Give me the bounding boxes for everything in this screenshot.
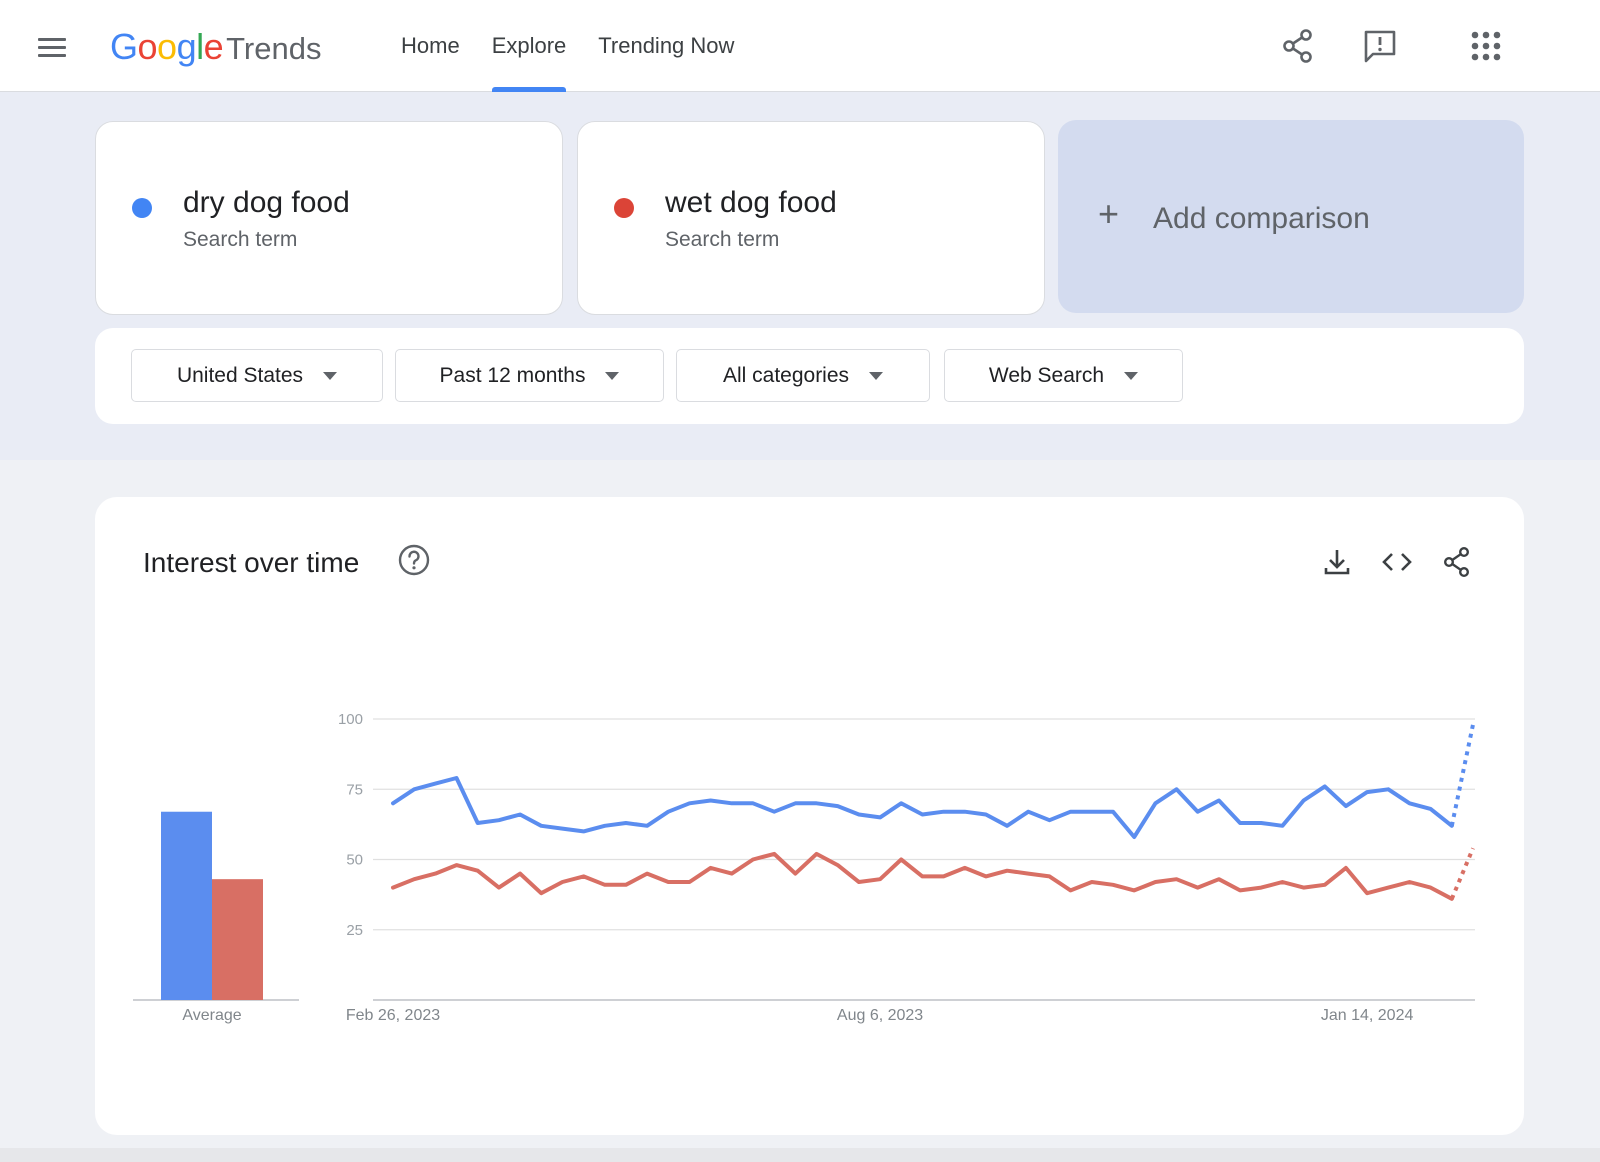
category-filter[interactable]: All categories	[676, 349, 930, 402]
top-app-bar: Google Trends Home Explore Trending Now	[0, 0, 1600, 92]
interest-over-time-card: Interest over time 25 50 75 100 Feb 26, 2023…	[95, 497, 1524, 1135]
y-tick-label: 25	[346, 922, 363, 939]
average-label: Average	[182, 1007, 241, 1024]
filter-label: All categories	[722, 363, 850, 387]
term-color-dot	[132, 198, 152, 218]
search-term-type: Search term	[665, 228, 780, 251]
caret-down-icon	[605, 371, 620, 380]
x-tick-label: Jan 14, 2024	[1321, 1007, 1414, 1024]
plus-icon: +	[1098, 193, 1120, 234]
filter-label: United States	[176, 363, 304, 387]
filter-label: Web Search	[988, 363, 1105, 387]
feedback-icon[interactable]	[1360, 26, 1400, 66]
caret-down-icon	[323, 371, 338, 380]
series-partial-segment	[1449, 724, 1475, 827]
nav-trending-now[interactable]: Trending Now	[598, 33, 735, 58]
search-term-card-1[interactable]: dry dog food Search term	[95, 121, 563, 315]
caret-down-icon	[869, 371, 884, 380]
search-term-name[interactable]: wet dog food	[665, 186, 837, 219]
series-partial-segment	[1449, 847, 1475, 900]
help-icon[interactable]	[397, 543, 431, 577]
average-bar	[161, 811, 212, 1000]
nav-explore[interactable]: Explore	[476, 0, 583, 92]
search-term-card-2[interactable]: wet dog food Search term	[577, 121, 1045, 315]
menu-icon[interactable]	[34, 32, 70, 62]
download-icon[interactable]	[1320, 545, 1354, 579]
search-term-type: Search term	[183, 228, 298, 251]
page-footer-strip	[0, 1148, 1600, 1162]
series-line	[391, 851, 1454, 901]
add-comparison-button[interactable]: + Add comparison	[1058, 120, 1524, 313]
main-nav: Home Explore Trending Now	[385, 0, 750, 92]
x-tick-label: Feb 26, 2023	[346, 1007, 440, 1024]
y-tick-label: 50	[346, 852, 363, 869]
search-term-name[interactable]: dry dog food	[183, 186, 350, 219]
filter-label: Past 12 months	[439, 363, 586, 387]
share-icon[interactable]	[1278, 26, 1318, 66]
caret-down-icon	[1124, 371, 1139, 380]
logo-google: Google	[110, 26, 224, 67]
time-range-filter[interactable]: Past 12 months	[395, 349, 664, 402]
interest-chart: 25 50 75 100 Feb 26, 2023 Aug 6, 2023 Jan 14, …	[133, 711, 1475, 1024]
x-tick-label: Aug 6, 2023	[837, 1007, 923, 1024]
average-bar	[212, 879, 263, 1000]
nav-home[interactable]: Home	[401, 33, 460, 58]
add-comparison-label: Add comparison	[1153, 202, 1370, 235]
region-filter[interactable]: United States	[131, 349, 383, 402]
series-line	[391, 776, 1454, 839]
logo-trends: Trends	[226, 31, 322, 66]
google-trends-logo[interactable]: Google Trends	[110, 26, 321, 70]
apps-icon[interactable]	[1466, 26, 1506, 66]
share-icon[interactable]	[1440, 545, 1474, 579]
filter-bar: United States Past 12 months All categor…	[95, 328, 1524, 424]
term-color-dot	[614, 198, 634, 218]
search-type-filter[interactable]: Web Search	[944, 349, 1183, 402]
embed-icon[interactable]	[1380, 545, 1414, 579]
y-tick-label: 75	[346, 781, 363, 798]
chart-title: Interest over time	[143, 547, 360, 578]
y-tick-label: 100	[338, 711, 363, 728]
